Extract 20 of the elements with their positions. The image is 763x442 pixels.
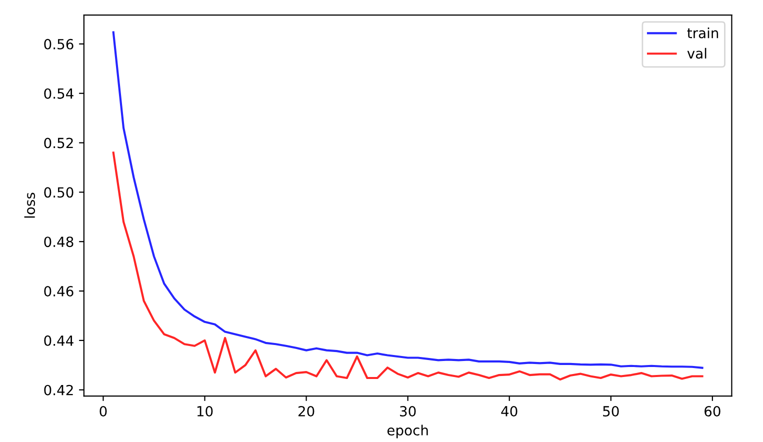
x-tick-label: 40 (501, 406, 518, 417)
y-tick-label: 0.52 (44, 138, 73, 148)
y-tick-label: 0.46 (44, 286, 74, 296)
y-tick-label: 0.54 (44, 88, 74, 99)
y-axis-title: loss (24, 192, 36, 218)
line-series (112, 152, 704, 381)
x-tick-label: 50 (603, 406, 619, 417)
y-tick-label: 0.56 (44, 38, 74, 50)
legend-label: val (687, 48, 706, 59)
y-tick-label: 0.48 (44, 236, 74, 248)
y-tick-label: 0.42 (44, 384, 73, 396)
x-tick-label: 20 (298, 406, 314, 417)
x-tick-label: 0 (100, 406, 107, 417)
x-axis-title: epoch (387, 424, 428, 438)
y-tick-label: 0.44 (44, 335, 74, 346)
x-tick-label: 30 (400, 406, 416, 417)
x-tick-label: 60 (704, 406, 720, 417)
x-tick-label: 10 (197, 406, 213, 417)
y-tick-label: 0.50 (44, 187, 74, 198)
legend-label: train (687, 28, 718, 38)
